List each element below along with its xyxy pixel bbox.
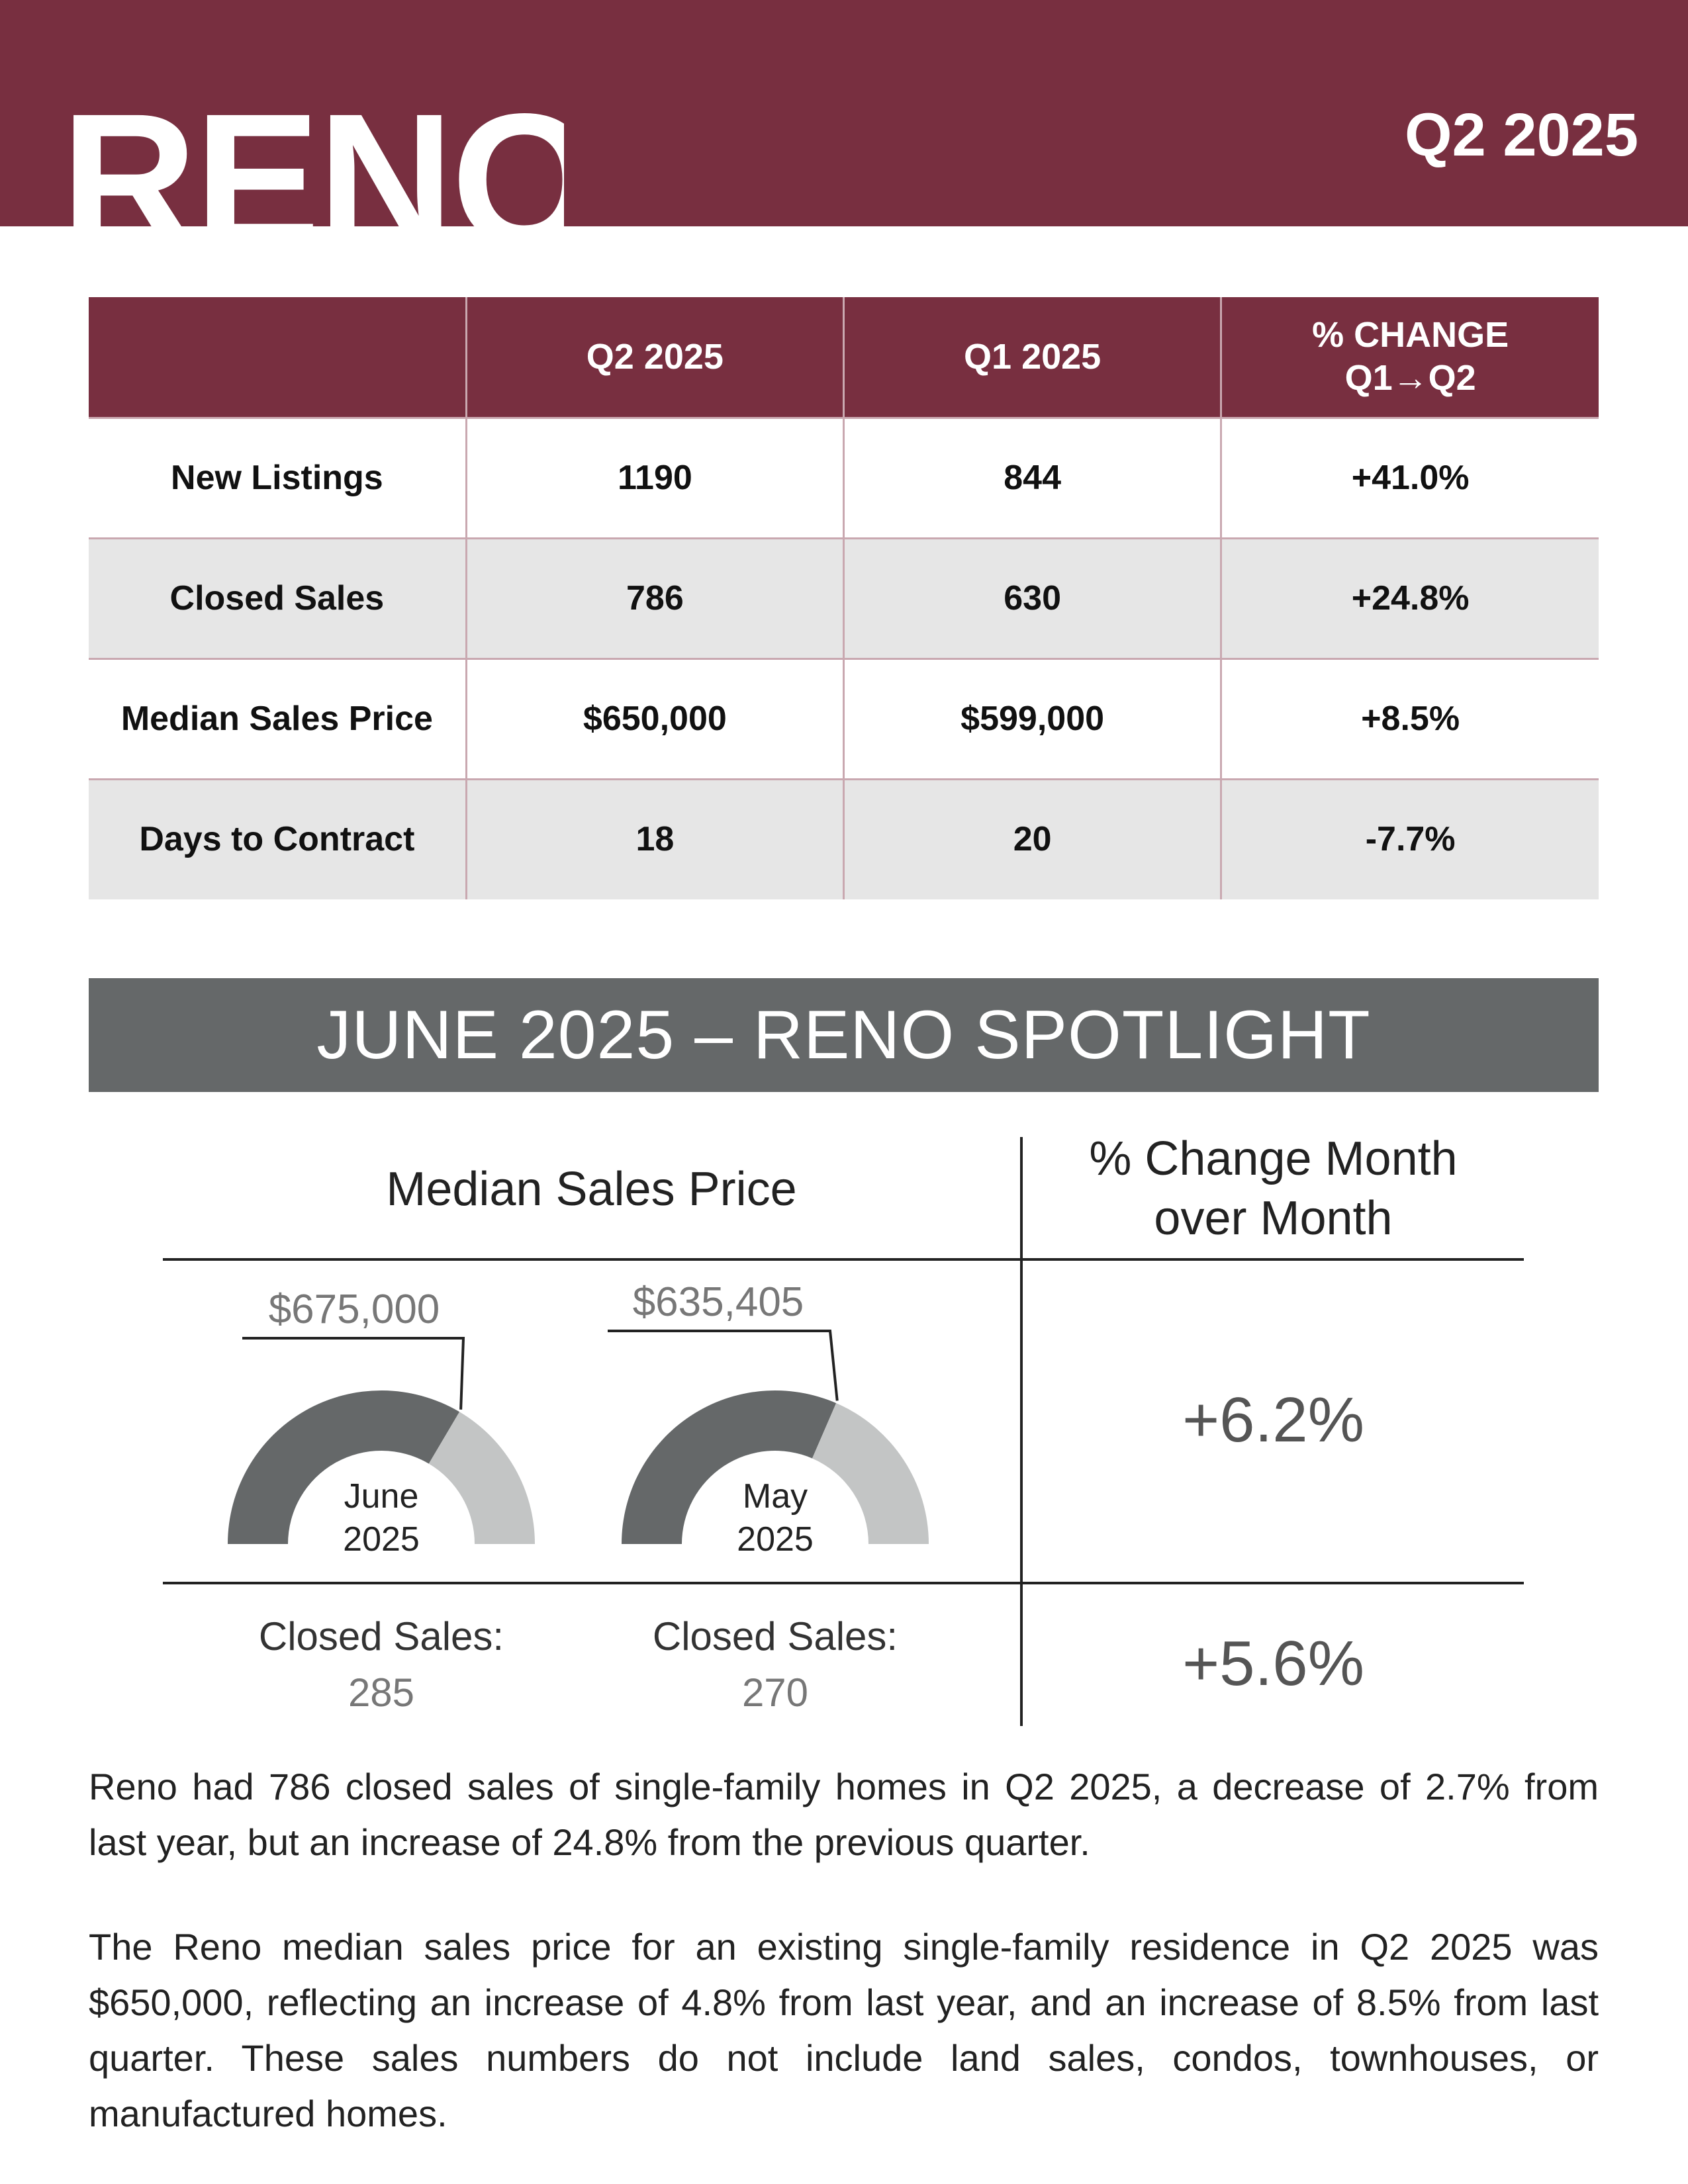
cell-q2: $650,000 [465, 657, 845, 779]
gauge-chart [228, 1330, 929, 1544]
cell-change: +24.8% [1220, 537, 1599, 659]
quarter-label: Q2 2025 [1405, 101, 1638, 169]
summary-paragraph-sales: Reno had 786 closed sales of single-fami… [89, 1766, 1599, 1863]
table-row: Closed Sales 786 630 +24.8% [89, 537, 1599, 659]
june-gauge [228, 1337, 535, 1544]
may-gauge-remaining-arc [812, 1403, 929, 1544]
header-band [0, 0, 1688, 226]
spotlight-divider-bottom [163, 1582, 1524, 1584]
column-header-q1: Q1 2025 [842, 297, 1223, 418]
may-gauge-filled-arc [622, 1390, 837, 1544]
may-gauge-month: May [742, 1477, 808, 1516]
may-closed-sales-label: Closed Sales: [652, 1614, 898, 1659]
row-label: Days to Contract [89, 778, 467, 899]
cell-q1: 20 [842, 778, 1223, 899]
may-closed-sales-value: 270 [741, 1670, 809, 1715]
spotlight-divider-vertical [1020, 1137, 1023, 1726]
price-mom-change: +6.2% [1182, 1385, 1364, 1455]
cell-q1: 630 [842, 537, 1223, 659]
june-gauge-remaining-arc [428, 1412, 535, 1544]
spotlight-title: JUNE 2025 – RENO SPOTLIGHT [89, 978, 1599, 1092]
cell-q1: $599,000 [842, 657, 1223, 779]
spotlight-divider-top [163, 1258, 1524, 1261]
may-gauge [608, 1330, 929, 1544]
cell-q2: 786 [465, 537, 845, 659]
cell-change: +8.5% [1220, 657, 1599, 779]
cell-q1: 844 [842, 416, 1223, 538]
row-label: New Listings [89, 416, 467, 538]
june-closed-sales-label: Closed Sales: [258, 1614, 504, 1659]
may-median-price: $635,405 [632, 1279, 804, 1325]
column-header-blank [89, 297, 467, 418]
june-median-price: $675,000 [268, 1287, 440, 1332]
cell-q2: 18 [465, 778, 845, 899]
table-header-row: Q2 2025 Q1 2025 % CHANGE Q1→Q2 [89, 297, 1599, 418]
sales-mom-change: +5.6% [1182, 1628, 1364, 1699]
june-gauge-filled-arc [228, 1390, 460, 1544]
row-label: Median Sales Price [89, 657, 467, 779]
table-row: New Listings 1190 844 +41.0% [89, 416, 1599, 538]
summary-paragraph-price: The Reno median sales price for an exist… [89, 1926, 1599, 2134]
quarterly-stats-table: Q2 2025 Q1 2025 % CHANGE Q1→Q2 New Listi… [89, 297, 1599, 899]
may-gauge-year: 2025 [737, 1520, 814, 1559]
column-header-q2: Q2 2025 [465, 297, 845, 418]
city-title-text: RENO [61, 86, 564, 226]
table-row: Median Sales Price $650,000 $599,000 +8.… [89, 657, 1599, 779]
june-gauge-month: June [344, 1477, 419, 1516]
mom-change-header: % Change Month over Month [1023, 1129, 1524, 1248]
cell-change: +41.0% [1220, 416, 1599, 538]
mom-change-header-line2: over Month [1154, 1192, 1393, 1245]
city-title: RENO [61, 86, 564, 226]
june-price-leader-line [242, 1337, 465, 1410]
cell-change: -7.7% [1220, 778, 1599, 899]
june-closed-sales-value: 285 [348, 1670, 415, 1715]
column-header-change: % CHANGE Q1→Q2 [1220, 297, 1599, 418]
cell-q2: 1190 [465, 416, 845, 538]
may-gauge-caption: May 2025 [682, 1475, 868, 1561]
june-gauge-year: 2025 [343, 1520, 420, 1559]
row-label: Closed Sales [89, 537, 467, 659]
mom-change-header-line1: % Change Month [1089, 1132, 1458, 1185]
table-row: Days to Contract 18 20 -7.7% [89, 778, 1599, 899]
median-price-header: Median Sales Price [386, 1163, 797, 1216]
june-gauge-caption: June 2025 [289, 1475, 474, 1561]
may-price-leader-line [608, 1330, 839, 1401]
